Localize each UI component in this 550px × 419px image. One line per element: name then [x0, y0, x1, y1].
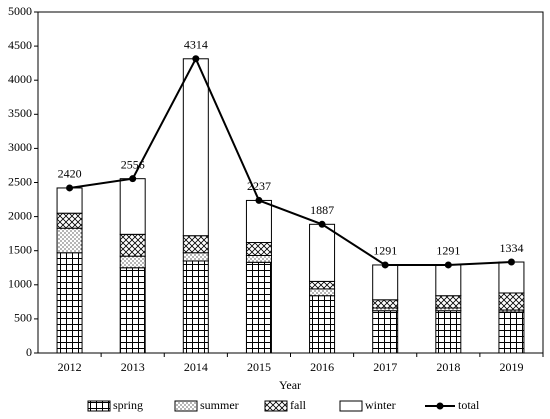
- bar-segment: [498, 311, 525, 354]
- legend-label: summer: [200, 398, 239, 412]
- y-tick-label: 3500: [8, 106, 32, 120]
- data-label: 2420: [58, 167, 82, 181]
- bar-segment: [498, 261, 525, 294]
- total-marker: [66, 184, 74, 192]
- x-tick-label: 2019: [499, 360, 523, 374]
- legend-marker: [436, 402, 444, 410]
- total-marker: [381, 261, 389, 269]
- data-label: 1887: [310, 203, 334, 217]
- y-tick-label: 3000: [8, 140, 32, 154]
- bar-segment: [119, 178, 146, 235]
- bar-segment: [435, 295, 462, 309]
- y-tick-label: 0: [26, 345, 32, 359]
- bar-segment: [182, 58, 209, 237]
- x-tick-label: 2012: [58, 360, 82, 374]
- legend-label: total: [458, 398, 480, 412]
- y-tick-label: 500: [14, 311, 32, 325]
- legend-swatch: [174, 400, 198, 412]
- y-tick-label: 5000: [8, 4, 32, 18]
- x-tick-label: 2013: [121, 360, 145, 374]
- x-tick-label: 2018: [436, 360, 460, 374]
- data-label: 2237: [247, 179, 271, 193]
- y-tick-label: 2500: [8, 174, 32, 188]
- x-tick-label: 2017: [373, 360, 397, 374]
- bar-segment: [182, 260, 209, 354]
- total-marker: [507, 258, 515, 266]
- bar-segment: [119, 233, 146, 257]
- legend-swatch: [339, 400, 363, 412]
- bar-segment: [309, 280, 336, 290]
- total-marker: [192, 55, 200, 63]
- data-label: 4314: [184, 38, 208, 52]
- bar-segment: [498, 292, 525, 311]
- bar-segment: [119, 255, 146, 269]
- bar-segment: [435, 310, 462, 354]
- bar-segment: [372, 264, 399, 301]
- y-tick-label: 1500: [8, 242, 32, 256]
- total-marker: [129, 175, 137, 183]
- bar-segment: [56, 212, 83, 229]
- legend-label: winter: [365, 398, 396, 412]
- bar-segment: [56, 252, 83, 354]
- total-marker: [444, 261, 452, 269]
- legend-swatch: [87, 400, 111, 412]
- y-tick-label: 1000: [8, 277, 32, 291]
- bar-segment: [309, 295, 336, 354]
- bar-segment: [372, 299, 399, 309]
- bar-segment: [182, 252, 209, 262]
- x-tick-label: 2016: [310, 360, 334, 374]
- bar-segment: [372, 310, 399, 354]
- bar-segment: [119, 267, 146, 354]
- total-line: [69, 56, 512, 266]
- data-label: 1334: [499, 241, 523, 255]
- data-label: 2556: [121, 157, 145, 171]
- bar-segment: [309, 223, 336, 282]
- bar-segment: [56, 227, 83, 254]
- legend-label: fall: [290, 398, 307, 412]
- bar-segment: [435, 264, 462, 297]
- x-axis-label: Year: [279, 378, 301, 392]
- y-tick-label: 2000: [8, 208, 32, 222]
- y-tick-label: 4000: [8, 72, 32, 86]
- bar-segment: [245, 261, 272, 354]
- bar-segment: [245, 199, 272, 244]
- total-marker: [255, 196, 263, 204]
- bar-segment: [245, 242, 272, 256]
- plot-frame: [37, 11, 544, 354]
- total-marker: [318, 220, 326, 228]
- legend-label: spring: [113, 398, 143, 412]
- bar-segment: [309, 288, 336, 297]
- x-tick-label: 2015: [247, 360, 271, 374]
- bar-segment: [245, 254, 272, 263]
- x-tick-label: 2014: [184, 360, 208, 374]
- data-label: 1291: [373, 244, 397, 258]
- y-tick-label: 4500: [8, 38, 32, 52]
- bar-segment: [182, 235, 209, 254]
- data-label: 1291: [436, 244, 460, 258]
- bar-segment: [56, 187, 83, 214]
- legend-swatch: [264, 400, 288, 412]
